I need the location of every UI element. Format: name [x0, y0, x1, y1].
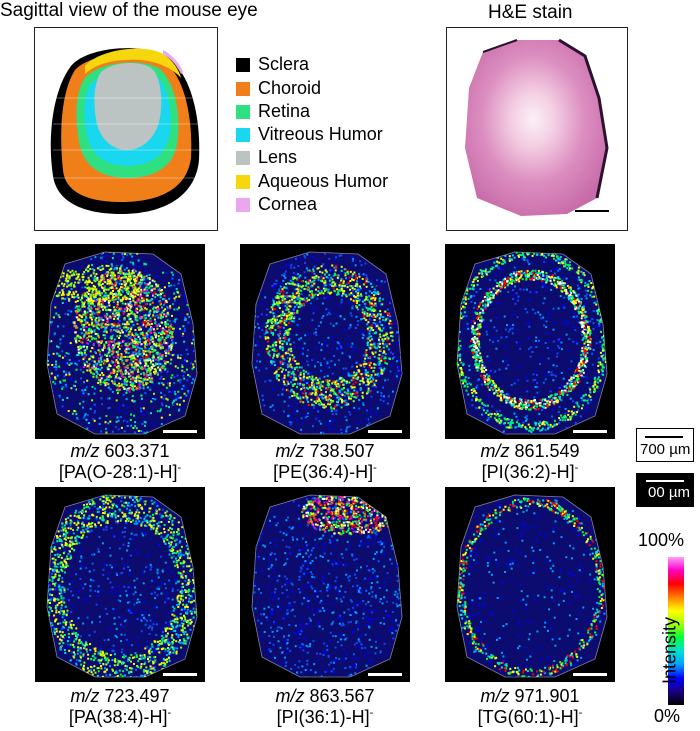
legend-swatch [236, 197, 250, 212]
panel-caption: m/z 738.507 [PE(36:4)-H]- [230, 441, 420, 483]
schematic-frame [34, 27, 218, 231]
panel-caption: m/z 723.497 [PA(38:4)-H]- [25, 686, 215, 728]
mz-number: 863.567 [309, 686, 375, 706]
legend-label: Cornea [258, 194, 318, 214]
mz-value: m/z 603.371 [25, 441, 215, 462]
legend-label: Lens [258, 147, 298, 167]
msi-panel-723-497 [35, 487, 205, 682]
legend-item-sclera: Sclera [236, 54, 309, 75]
panel-caption: m/z 603.371 [PA(O-28:1)-H]- [25, 441, 215, 483]
lipid-name: [PA(O-28:1)-H] [58, 462, 178, 482]
mz-value: m/z 971.901 [435, 686, 625, 707]
intensity-colorbar [668, 557, 684, 705]
he-stain-image [465, 38, 609, 216]
msi-panel-861-549 [445, 244, 615, 439]
ion-image [46, 251, 198, 435]
legend-label: Sclera [258, 54, 310, 74]
colorbar-min-label: 0% [654, 706, 681, 726]
colorbar-max-label: 100% [638, 530, 685, 550]
lipid-name: [PA(38:4)-H] [68, 707, 168, 727]
mz-value: m/z 863.567 [230, 686, 420, 707]
ion-charge: - [177, 462, 182, 474]
mz-number: 861.549 [514, 441, 580, 461]
scale-bar [573, 430, 607, 433]
schematic-title: Sagittal view of the mouse eye [0, 0, 258, 21]
mz-number: 603.371 [104, 441, 170, 461]
ion-image [251, 251, 403, 435]
legend-item-retina: Retina [236, 101, 310, 122]
scale-bar-box: 700 µm [636, 428, 694, 462]
he-title: H&E stain [488, 2, 573, 23]
scale-bar [163, 430, 197, 433]
legend-item-lens: Lens [236, 147, 297, 168]
scale-bar-line [645, 436, 683, 438]
legend-label: Vitreous Humor [258, 124, 383, 144]
ion-charge: - [373, 462, 377, 474]
legend-swatch [236, 150, 250, 165]
mz-prefix: m/z [275, 686, 305, 706]
he-scale-bar [575, 210, 609, 212]
scale-bar [163, 673, 197, 676]
legend-swatch [236, 104, 250, 119]
legend-item-cornea: Cornea [236, 194, 317, 215]
mz-value: m/z 738.507 [230, 441, 420, 462]
scale-bar [573, 673, 607, 676]
mz-number: 723.497 [104, 686, 170, 706]
msi-panel-863-567 [240, 487, 410, 682]
ion-image [456, 251, 608, 435]
legend-item-choroid: Choroid [236, 78, 321, 99]
legend-item-vitreous-humor: Vitreous Humor [236, 124, 383, 145]
lipid-annotation: [PE(36:4)-H]- [230, 462, 420, 483]
ion-image [456, 494, 608, 678]
mz-prefix: m/z [70, 686, 100, 706]
lipid-name: [PI(36:1)-H] [276, 707, 370, 727]
msi-panel-738-507 [240, 244, 410, 439]
scale-bar-box-dark: 00 µm [636, 473, 694, 507]
legend-swatch [236, 127, 250, 142]
legend-swatch [236, 174, 250, 189]
legend-label: Retina [258, 101, 311, 121]
lipid-name: [TG(60:1)-H] [477, 707, 579, 727]
scale-bar-label: 700 µm [640, 441, 691, 458]
panel-caption: m/z 971.901 [TG(60:1)-H]- [435, 686, 625, 728]
scale-bar-line [646, 480, 684, 482]
scale-bar [368, 430, 402, 433]
mz-value: m/z 723.497 [25, 686, 215, 707]
mz-prefix: m/z [275, 441, 305, 461]
ion-image [46, 494, 198, 678]
legend-label: Aqueous Humor [258, 171, 389, 191]
msi-panel-971-901 [445, 487, 615, 682]
legend-label: Choroid [258, 78, 322, 98]
ion-charge: - [578, 707, 583, 719]
lipid-annotation: [PA(38:4)-H]- [25, 707, 215, 728]
lipid-name: [PI(36:2)-H] [481, 462, 575, 482]
colorbar-axis-label: Intensity [659, 616, 680, 685]
mz-number: 738.507 [309, 441, 375, 461]
ion-charge: - [574, 462, 579, 474]
ion-charge: - [369, 707, 374, 719]
ion-charge: - [167, 707, 172, 719]
mz-prefix: m/z [480, 441, 510, 461]
legend-item-aqueous-humor: Aqueous Humor [236, 171, 388, 192]
eye-schematic [50, 48, 201, 214]
panel-caption: m/z 861.549 [PI(36:2)-H]- [435, 441, 625, 483]
lipid-name: [PE(36:4)-H] [273, 462, 374, 482]
legend-swatch [236, 57, 250, 72]
panel-caption: m/z 863.567 [PI(36:1)-H]- [230, 686, 420, 728]
mz-prefix: m/z [70, 441, 100, 461]
lipid-annotation: [PI(36:2)-H]- [435, 462, 625, 483]
scale-bar-label: 00 µm [648, 484, 690, 501]
lipid-annotation: [PI(36:1)-H]- [230, 707, 420, 728]
scale-bar [368, 673, 402, 676]
mz-prefix: m/z [480, 686, 510, 706]
msi-panel-603-371 [35, 244, 205, 439]
legend-swatch [236, 81, 250, 96]
ion-image [251, 494, 403, 678]
he-frame [446, 27, 628, 231]
lipid-annotation: [PA(O-28:1)-H]- [25, 462, 215, 483]
mz-number: 971.901 [514, 686, 580, 706]
lipid-annotation: [TG(60:1)-H]- [435, 707, 625, 728]
mz-value: m/z 861.549 [435, 441, 625, 462]
